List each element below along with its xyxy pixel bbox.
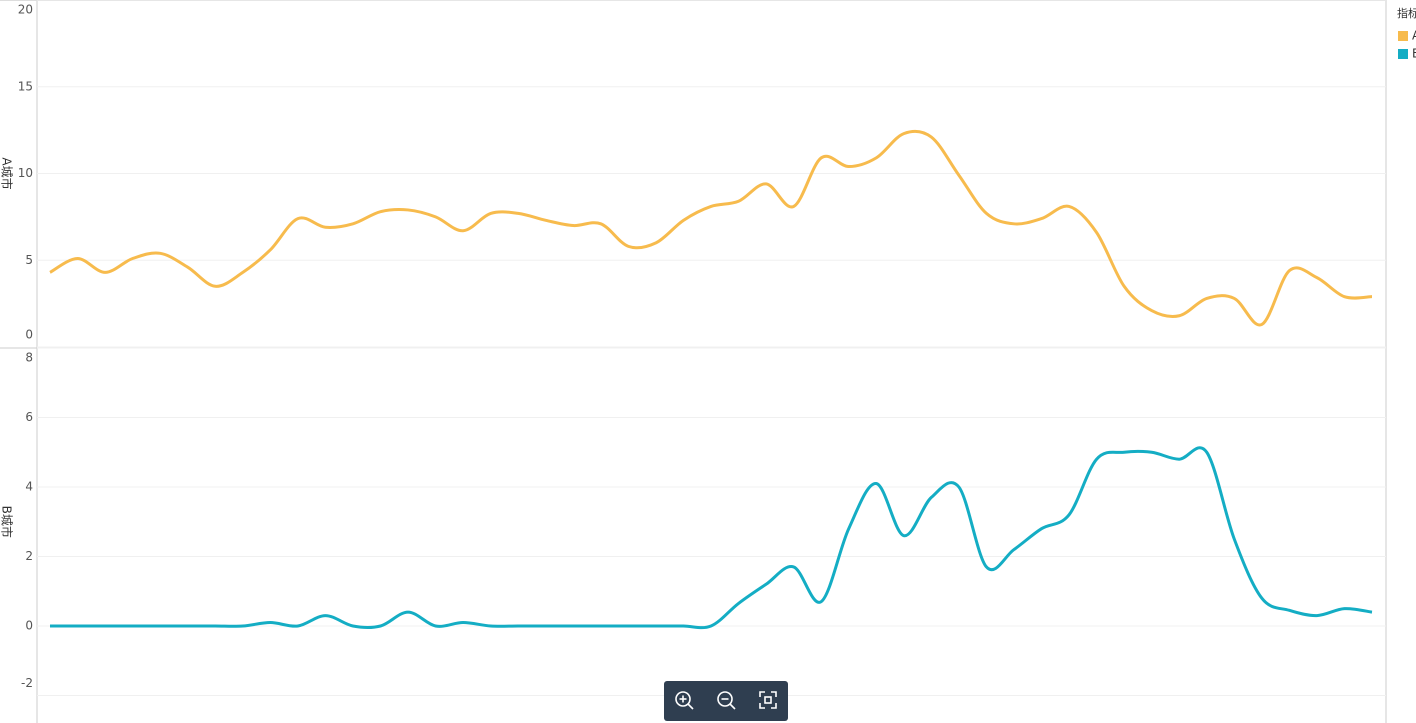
reset-button[interactable] xyxy=(759,691,777,709)
series-line xyxy=(50,446,1373,630)
y-tick-label: 15 xyxy=(18,79,33,93)
y-tick-label: 6 xyxy=(25,410,33,424)
y-tick-label: 2 xyxy=(25,549,33,563)
zoom-out-button[interactable] xyxy=(717,691,736,710)
y-tick-label: 10 xyxy=(18,166,33,180)
y-tick-label: 0 xyxy=(25,619,33,633)
y-tick-label: 20 xyxy=(18,3,33,17)
y-tick-label: 8 xyxy=(25,351,33,365)
series-line xyxy=(49,129,1373,327)
y-tick-label: 0 xyxy=(25,328,33,342)
legend-title: 指标 xyxy=(1397,6,1416,20)
zoom-in-button[interactable] xyxy=(675,691,694,710)
y-axis-title: B城市 xyxy=(0,506,15,538)
legend-swatch xyxy=(1398,49,1408,59)
zoom-toolbar xyxy=(664,681,788,721)
legend-swatch xyxy=(1398,31,1408,41)
legend-label: B城市 xyxy=(1412,46,1416,61)
y-tick-label: 5 xyxy=(25,253,33,267)
y-axis-title: A城市 xyxy=(0,157,15,189)
y-tick-label: -2 xyxy=(21,676,33,690)
y-tick-label: 4 xyxy=(25,480,33,494)
toolbar-bg xyxy=(664,681,788,721)
legend-label: A城市 xyxy=(1412,28,1416,43)
